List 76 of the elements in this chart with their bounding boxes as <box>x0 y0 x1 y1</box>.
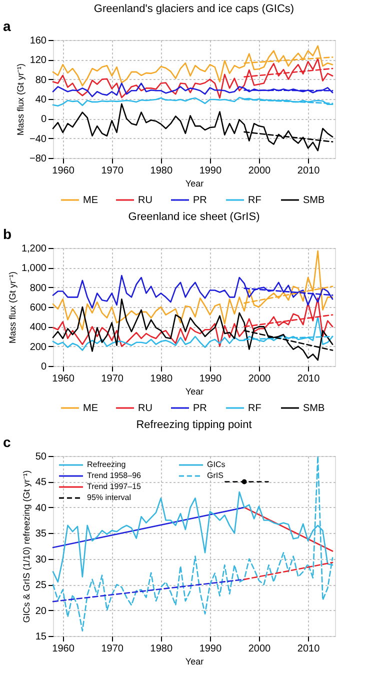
legend-label: ME <box>83 195 98 206</box>
y-tick-label: 0 <box>40 362 47 372</box>
x-tick-label: 1990 <box>199 374 222 384</box>
x-tick-label: 1980 <box>150 166 173 176</box>
x-tick-label: 1980 <box>150 374 173 384</box>
y-tick-label: 160 <box>30 36 47 46</box>
line-series <box>52 45 334 86</box>
legend-label: RF <box>248 195 262 206</box>
x-tick-label: 2000 <box>248 644 272 654</box>
x-tick-label: 1990 <box>199 644 222 654</box>
legend-label: RU <box>138 403 152 414</box>
y-tick-label: 0 <box>40 114 47 126</box>
y-axis-title: Mass flux (Gt yr⁻¹) <box>16 64 26 136</box>
y-tick-label: 800 <box>30 282 47 294</box>
line-series <box>52 274 334 309</box>
legend-label: GrIS <box>207 471 224 480</box>
x-tick-label: 1960 <box>52 166 75 176</box>
y-tick-label: 400 <box>30 322 47 334</box>
y-tick-label: 15 <box>35 632 47 642</box>
y-tick-label: 30 <box>35 554 47 566</box>
x-tick-label: 1970 <box>101 644 124 654</box>
y-tick-label: 40 <box>35 502 47 514</box>
legend-label: PR <box>193 403 207 414</box>
line-series <box>52 103 334 152</box>
x-tick-label: 1980 <box>150 644 173 654</box>
x-tick-label: 2000 <box>248 166 272 176</box>
x-tick-label: 1960 <box>52 644 75 654</box>
x-tick-label: 1960 <box>52 374 75 384</box>
legend-label: Trend 1997–15 <box>87 482 142 491</box>
text: b <box>3 226 12 242</box>
y-tick-label: −80 <box>30 154 47 164</box>
legend-label: GICs <box>207 460 226 469</box>
y-tick-label: 25 <box>35 580 47 592</box>
y-tick-label: 40 <box>35 94 47 106</box>
y-axis-title: Mass flux (Gt yr⁻¹) <box>7 272 18 344</box>
y-tick-label: 20 <box>35 606 47 617</box>
text: a <box>3 18 11 34</box>
line-series <box>52 298 334 347</box>
legend-label: SMB <box>303 403 325 414</box>
y-tick-label: 600 <box>30 302 47 314</box>
y-tick-label: 45 <box>35 477 47 488</box>
line-series <box>52 455 334 632</box>
y-tick-label: 1,000 <box>21 263 47 274</box>
y-tick-label: −40 <box>30 134 47 145</box>
legend-label: RU <box>138 195 152 206</box>
y-tick-label: 1,200 <box>21 244 47 254</box>
legend-label: ME <box>83 403 98 414</box>
y-tick-label: 120 <box>30 55 47 66</box>
legend-label: Trend 1958–96 <box>87 471 142 480</box>
legend-label: 95% interval <box>87 493 132 502</box>
y-tick-label: 200 <box>30 342 47 353</box>
x-tick-label: 1990 <box>199 166 222 176</box>
legend-title: Refreezing <box>87 460 126 469</box>
line-series <box>52 250 334 330</box>
legend-label: SMB <box>303 195 325 206</box>
chart-title: Greenland ice sheet (GrIS) <box>128 211 260 223</box>
y-tick-label: 50 <box>35 452 47 462</box>
x-tick-label: 1970 <box>101 166 124 176</box>
x-axis-title: Year <box>185 656 204 666</box>
line-series <box>52 298 334 361</box>
legend-label: PR <box>193 195 207 206</box>
x-axis-title: Year <box>185 178 204 188</box>
y-tick-label: 80 <box>35 74 47 86</box>
chart-title: Refreezing tipping point <box>136 419 252 431</box>
text: c <box>3 434 11 450</box>
x-tick-label: 1970 <box>101 374 124 384</box>
x-axis-title: Year <box>185 386 204 396</box>
y-axis-title: GICs & GrIS (1/10) refreezing (Gt yr⁻¹) <box>21 470 32 623</box>
chart-title: Greenland's glaciers and ice caps (GICs) <box>94 3 294 15</box>
x-tick-label: 2010 <box>297 644 320 654</box>
line-series <box>52 58 334 99</box>
x-tick-label: 2010 <box>297 166 320 176</box>
x-tick-label: 2000 <box>248 374 272 384</box>
legend-label: RF <box>248 403 262 414</box>
y-tick-label: 35 <box>35 528 47 540</box>
x-tick-label: 2010 <box>297 374 320 384</box>
